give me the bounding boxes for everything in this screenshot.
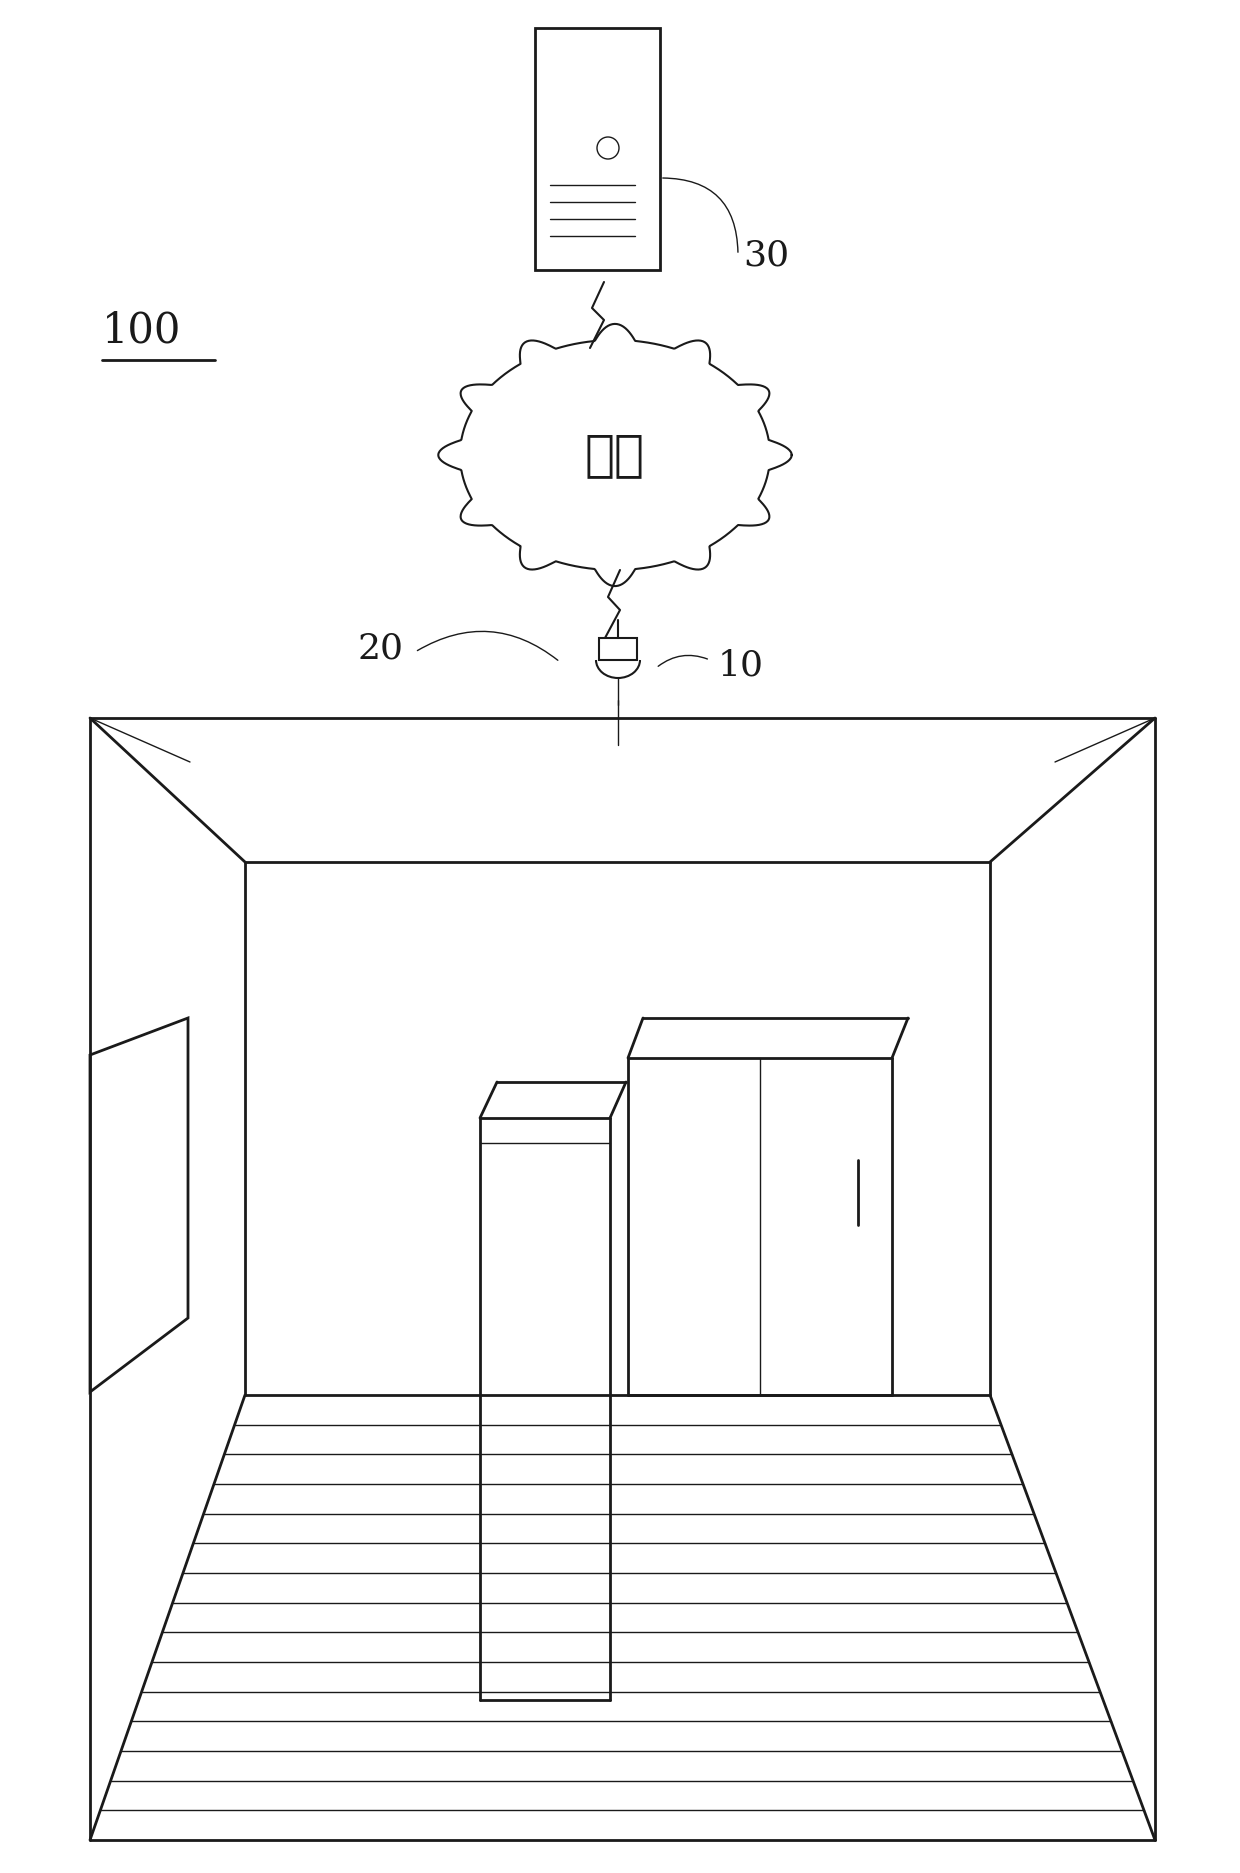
Text: 10: 10: [718, 648, 764, 682]
Text: 20: 20: [357, 631, 403, 665]
Text: 100: 100: [102, 309, 181, 350]
Text: 网络: 网络: [585, 431, 645, 479]
Text: 30: 30: [743, 238, 789, 272]
